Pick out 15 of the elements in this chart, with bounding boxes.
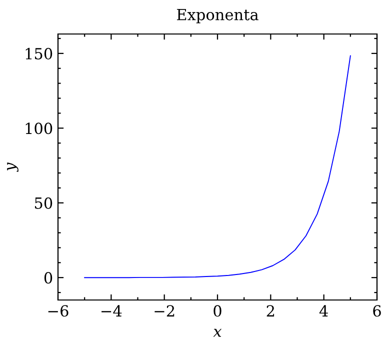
line-series: [84, 55, 351, 278]
y-tick-label: 100: [26, 122, 52, 134]
y-tick-label: 150: [26, 48, 52, 60]
y-axis-title: y: [7, 162, 18, 172]
x-axis-title: x: [213, 328, 222, 337]
x-tick-label: −2: [154, 305, 174, 316]
chart-title: Exponenta: [176, 8, 258, 24]
x-tick-label: 2: [266, 305, 274, 316]
x-tick-label: 4: [319, 305, 328, 316]
x-tick-label: −6: [48, 305, 68, 317]
y-tick-label: 50: [34, 197, 52, 209]
x-tick-label: −4: [102, 305, 122, 316]
y-tick-label: 0: [44, 272, 52, 284]
x-tick-label: 0: [214, 305, 222, 317]
x-tick-label: 6: [373, 305, 381, 317]
